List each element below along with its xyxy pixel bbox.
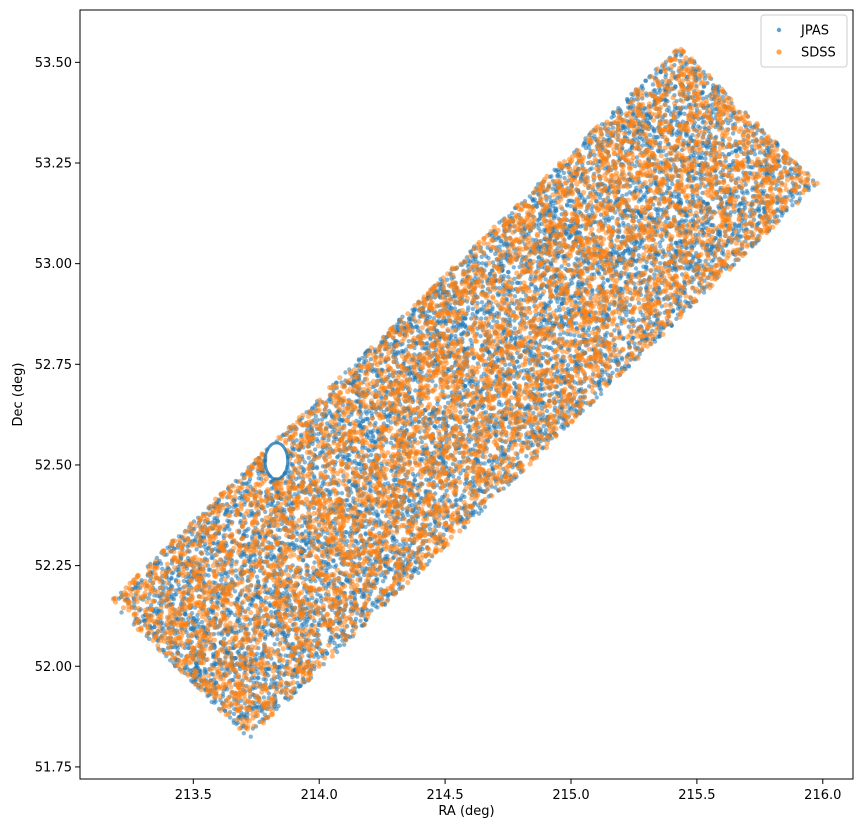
data-point [332, 640, 337, 646]
data-point [541, 344, 546, 350]
data-point [547, 195, 552, 200]
data-point [344, 539, 350, 544]
data-point [320, 480, 325, 485]
data-point [509, 211, 515, 216]
data-point [256, 671, 261, 676]
data-point [302, 460, 307, 465]
data-point [456, 475, 461, 481]
data-point [391, 477, 396, 483]
data-point [375, 605, 380, 610]
data-point [272, 642, 277, 647]
data-point [598, 391, 604, 397]
data-point [544, 408, 550, 414]
data-point [241, 731, 246, 736]
data-point [453, 333, 458, 339]
data-point [479, 254, 484, 259]
data-point [516, 364, 522, 369]
data-point [468, 337, 473, 343]
data-point [542, 392, 548, 397]
data-point [342, 642, 347, 647]
data-point [295, 680, 300, 686]
data-point [343, 370, 348, 375]
data-point [306, 455, 311, 460]
data-point [312, 560, 317, 565]
data-point [559, 264, 564, 269]
data-point [696, 124, 701, 129]
data-point [269, 609, 274, 615]
data-point [532, 352, 537, 357]
data-point [337, 643, 343, 648]
data-point [363, 532, 368, 537]
data-point [511, 265, 516, 270]
data-point [462, 525, 468, 530]
data-point [482, 504, 488, 510]
data-point [248, 734, 253, 739]
data-point [633, 266, 639, 271]
points-layer [110, 46, 820, 739]
data-point [562, 175, 567, 181]
data-point [261, 695, 266, 700]
data-point [543, 427, 549, 433]
data-point [479, 300, 485, 305]
data-point [647, 132, 653, 138]
data-point [643, 78, 649, 84]
data-point [275, 637, 280, 642]
data-point [572, 333, 577, 338]
data-point [360, 355, 365, 361]
data-point [627, 302, 633, 308]
data-point [283, 653, 288, 658]
data-point [406, 339, 411, 344]
data-point [254, 651, 260, 656]
data-point [556, 304, 562, 309]
data-point [358, 415, 363, 420]
data-point [752, 152, 758, 157]
data-point [726, 121, 731, 126]
data-point [659, 304, 665, 309]
data-point [256, 675, 261, 681]
data-point [458, 496, 463, 501]
data-point [458, 410, 463, 415]
data-point [701, 290, 707, 295]
data-point [119, 610, 124, 615]
data-point [512, 294, 518, 299]
data-point [466, 305, 471, 310]
data-point [619, 357, 625, 362]
data-point [636, 199, 641, 204]
data-point [586, 325, 592, 330]
data-point [205, 551, 210, 556]
data-point [679, 272, 685, 277]
data-point [256, 476, 261, 481]
data-point [594, 395, 599, 400]
data-point [664, 108, 670, 113]
data-point [603, 352, 608, 357]
data-point [339, 491, 345, 496]
data-point [756, 204, 762, 209]
data-point [709, 259, 715, 264]
data-point [218, 698, 223, 703]
